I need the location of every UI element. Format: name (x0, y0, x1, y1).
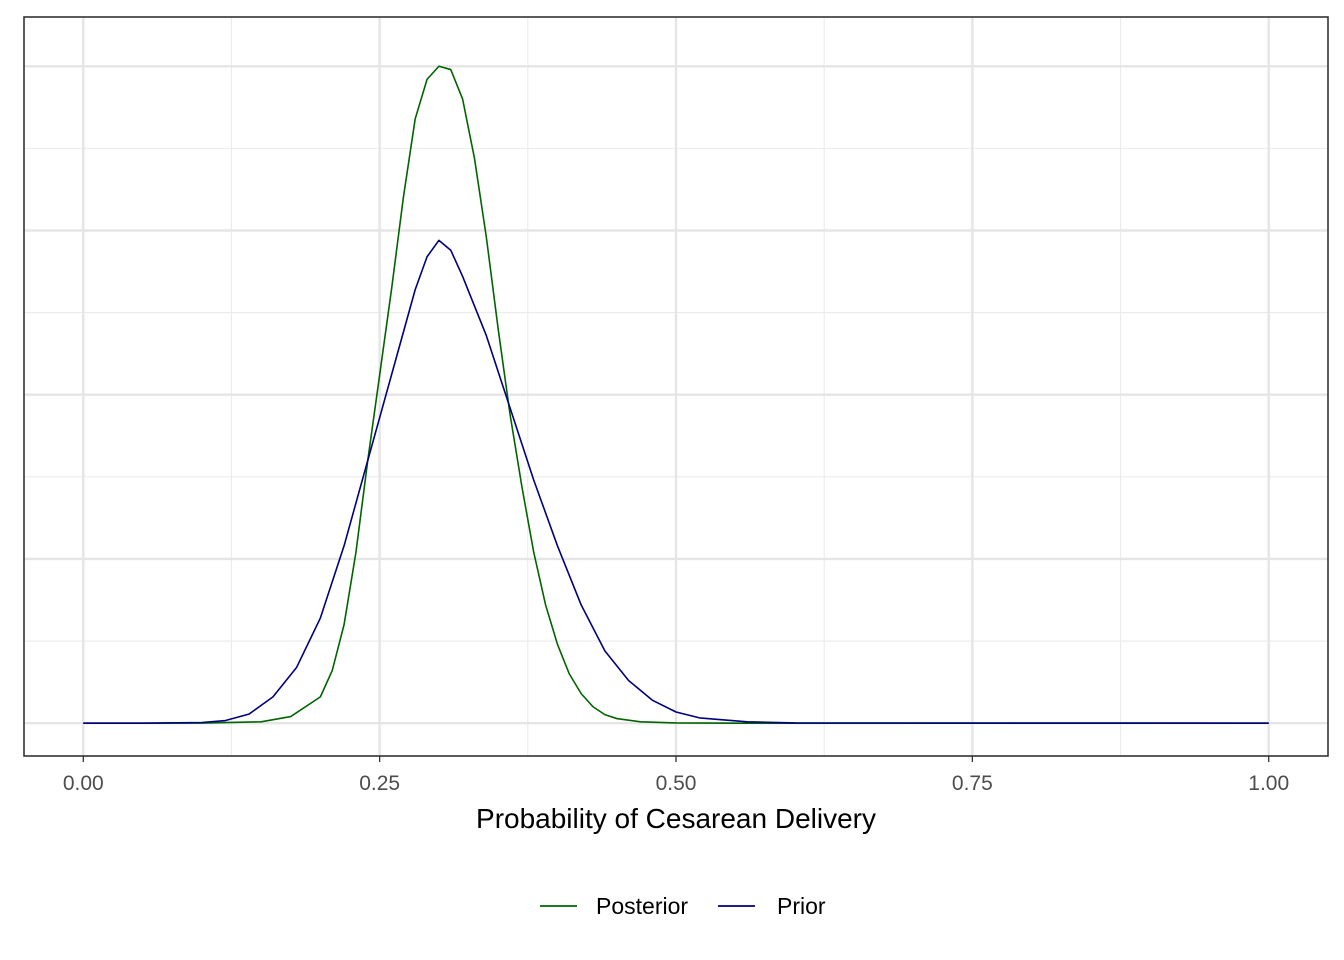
x-tick-label: 0.50 (656, 772, 697, 795)
legend-label-posterior: Posterior (596, 893, 688, 919)
x-tick-label: 0.75 (952, 772, 993, 795)
series-line-posterior (83, 65, 1269, 724)
x-axis: 0.00 0.25 0.50 0.75 1.00 (63, 756, 1289, 795)
x-tick-label: 0.25 (359, 772, 400, 795)
series-line-prior (83, 239, 1269, 724)
legend-label-prior: Prior (777, 893, 826, 919)
series-layer (83, 65, 1269, 724)
x-axis-title: Probability of Cesarean Delivery (476, 803, 876, 834)
x-tick-label: 1.00 (1248, 772, 1289, 795)
legend: Posterior Prior (540, 893, 826, 919)
grid-layer (24, 17, 1328, 756)
x-tick-label: 0.00 (63, 772, 104, 795)
